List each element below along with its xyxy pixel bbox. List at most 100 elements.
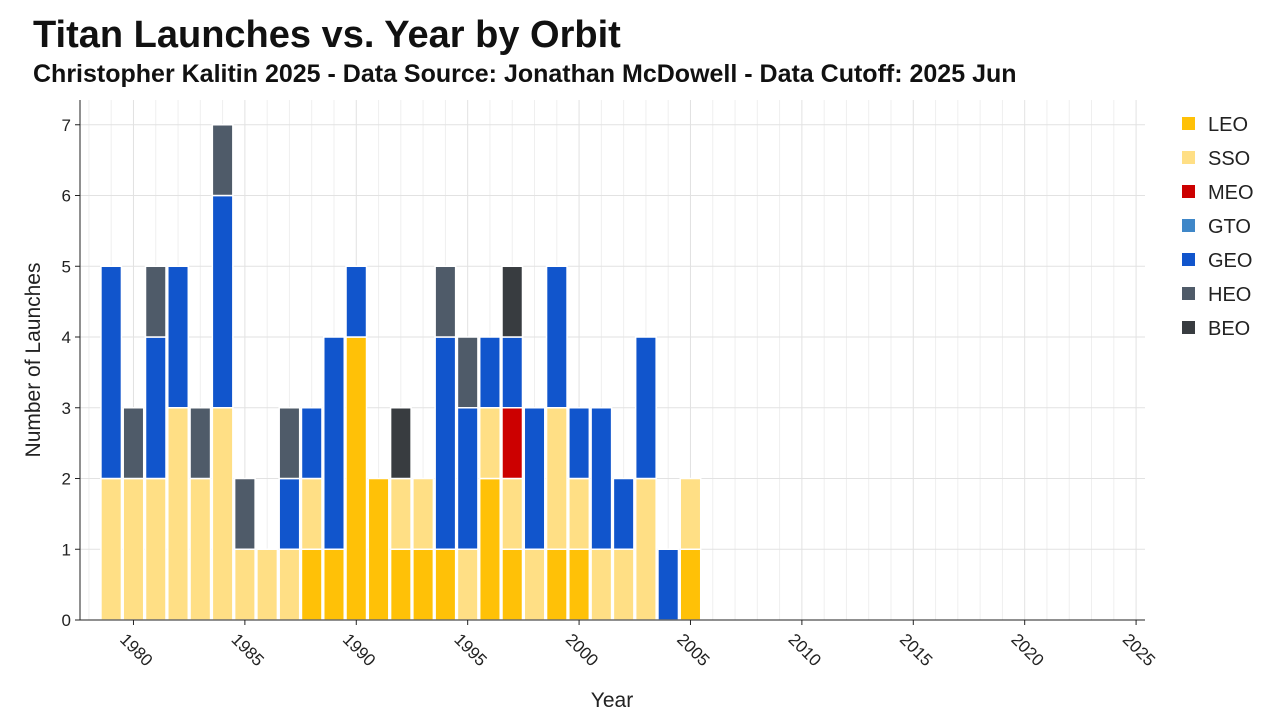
y-tick-label: 3	[62, 399, 71, 418]
x-tick-label: 1980	[116, 630, 156, 670]
bar-segment	[389, 477, 412, 551]
bar-segment	[434, 548, 457, 621]
bar-segment	[545, 548, 568, 621]
bar-segment	[233, 477, 256, 551]
bar-segment	[367, 477, 390, 621]
y-tick-label: 7	[62, 116, 71, 135]
bar-segment	[278, 477, 301, 551]
bar-segment	[478, 336, 501, 409]
bar-segment	[568, 407, 591, 480]
bar-segment	[144, 336, 167, 480]
x-tick-label: 1985	[228, 630, 268, 670]
bar-segment	[501, 548, 524, 621]
bar-segment	[523, 407, 546, 551]
bar-segment	[456, 548, 479, 621]
bar-segment	[211, 124, 234, 197]
bar-segment	[345, 265, 368, 338]
legend-label: LEO	[1208, 114, 1248, 136]
y-tick-label: 6	[62, 187, 71, 206]
legend-swatch	[1182, 185, 1195, 198]
bar-segment	[389, 548, 412, 621]
bar-segment	[545, 407, 568, 551]
bar-segment	[679, 548, 702, 621]
bar-segment	[434, 336, 457, 551]
bar-segment	[478, 407, 501, 480]
bar-segment	[456, 407, 479, 551]
bar-segment	[211, 194, 234, 409]
bar-segment	[412, 548, 435, 621]
bar-segment	[501, 265, 524, 338]
bar-segment	[122, 407, 145, 480]
bar-segment	[501, 336, 524, 409]
x-tick-label: 2025	[1119, 630, 1159, 670]
legend-label: GEO	[1208, 250, 1252, 272]
chart-subtitle: Christopher Kalitin 2025 - Data Source: …	[33, 60, 1017, 88]
legend-swatch	[1182, 321, 1195, 334]
bar-segment	[389, 407, 412, 480]
x-tick-label: 2015	[896, 630, 936, 670]
bar-segment	[634, 477, 657, 621]
legend-label: SSO	[1208, 148, 1250, 170]
x-axis-label: Year	[591, 689, 633, 712]
bar-segment	[100, 477, 123, 621]
chart-title: Titan Launches vs. Year by Orbit	[33, 14, 621, 56]
x-tick-label: 1990	[339, 630, 379, 670]
bar-segment	[300, 407, 323, 480]
x-tick-label: 1995	[450, 630, 490, 670]
y-axis-label: Number of Launches	[22, 263, 45, 458]
bar-segment	[144, 477, 167, 621]
bar-segment	[345, 336, 368, 621]
bar-segment	[122, 477, 145, 621]
bar-segment	[278, 407, 301, 480]
x-tick-label: 2005	[673, 630, 713, 670]
bar-segment	[657, 548, 680, 621]
bar-segment	[167, 265, 190, 409]
y-tick-label: 1	[62, 540, 71, 559]
bar-segment	[211, 407, 234, 621]
legend-label: MEO	[1208, 182, 1254, 204]
bar-segment	[322, 548, 345, 621]
y-tick-label: 5	[62, 257, 71, 276]
bar-segment	[590, 548, 613, 621]
bar-segment	[568, 477, 591, 551]
y-tick-label: 0	[62, 611, 71, 630]
legend-swatch	[1182, 151, 1195, 164]
bar-segment	[501, 407, 524, 480]
bar-segment	[189, 477, 212, 621]
bar-segment	[568, 548, 591, 621]
bar-segment	[612, 548, 635, 621]
y-tick-label: 4	[62, 328, 71, 347]
bars	[100, 124, 702, 621]
legend-label: HEO	[1208, 284, 1251, 306]
legend-label: BEO	[1208, 318, 1250, 340]
legend-swatch	[1182, 253, 1195, 266]
bar-segment	[679, 477, 702, 551]
x-tick-label: 2010	[785, 630, 825, 670]
legend-swatch	[1182, 219, 1195, 232]
bar-segment	[189, 407, 212, 480]
bar-segment	[612, 477, 635, 551]
bar-segment	[434, 265, 457, 338]
bar-segment	[590, 407, 613, 551]
bar-segment	[300, 548, 323, 621]
x-tick-label: 2020	[1007, 630, 1047, 670]
legend-swatch	[1182, 287, 1195, 300]
bar-segment	[144, 265, 167, 338]
x-tick-label: 2000	[562, 630, 602, 670]
legend-label: GTO	[1208, 216, 1251, 238]
bar-segment	[167, 407, 190, 621]
bar-segment	[233, 548, 256, 621]
bar-segment	[478, 477, 501, 621]
bar-segment	[501, 477, 524, 551]
bar-segment	[278, 548, 301, 621]
bar-segment	[634, 336, 657, 480]
legend-swatch	[1182, 117, 1195, 130]
bar-segment	[456, 336, 479, 409]
bar-segment	[523, 548, 546, 621]
legend: LEO SSO MEO GTO GEO HEO BEO	[1182, 114, 1254, 340]
bar-segment	[100, 265, 123, 480]
bar-segment	[545, 265, 568, 409]
bar-segment	[256, 548, 279, 621]
bar-segment	[322, 336, 345, 551]
